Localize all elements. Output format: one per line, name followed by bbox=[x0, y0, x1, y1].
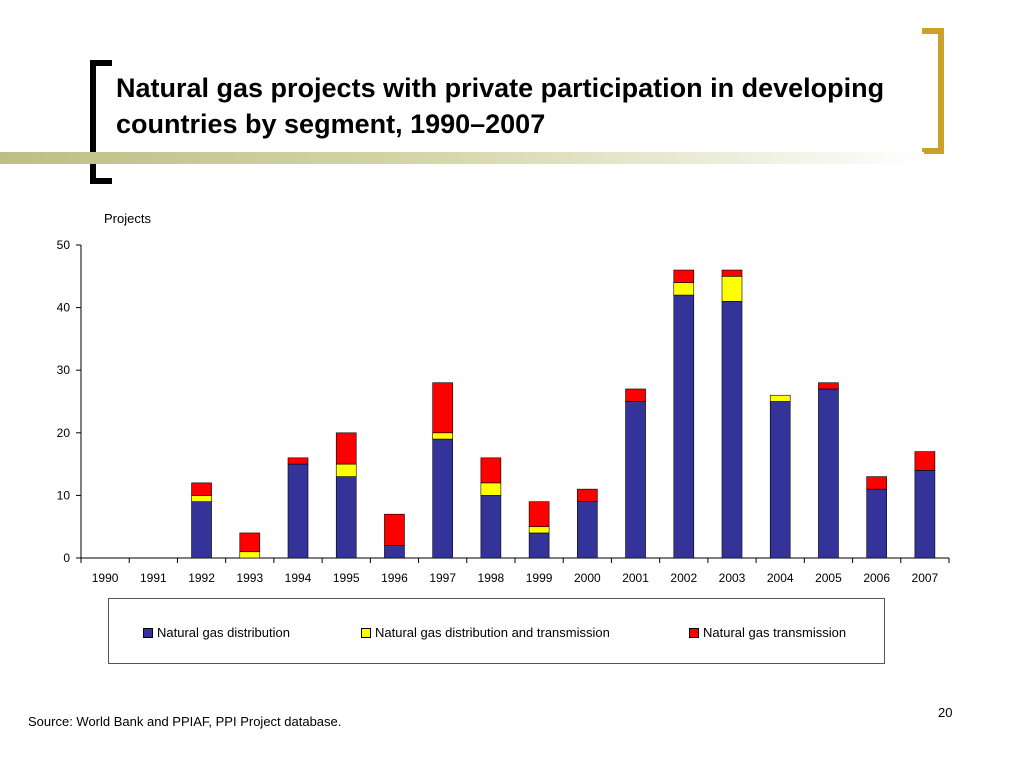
bar-segment bbox=[384, 545, 405, 559]
legend-item-distribution: Natural gas distribution bbox=[143, 625, 290, 640]
x-tick-label: 1991 bbox=[140, 571, 167, 585]
bar-segment bbox=[818, 382, 839, 390]
bar-segment bbox=[480, 457, 502, 484]
bar-segment bbox=[480, 482, 502, 496]
bar-segment bbox=[866, 488, 887, 559]
x-tick-label: 1998 bbox=[478, 571, 505, 585]
bar-segment bbox=[721, 301, 743, 559]
x-tick-label: 1999 bbox=[526, 571, 553, 585]
bar-segment bbox=[721, 269, 743, 277]
x-tick-label: 1994 bbox=[285, 571, 312, 585]
bar-segment bbox=[673, 269, 695, 283]
legend-label-distribution: Natural gas distribution bbox=[157, 625, 290, 640]
x-tick-label: 1997 bbox=[429, 571, 456, 585]
x-tick-label: 1996 bbox=[381, 571, 408, 585]
bar-segment bbox=[432, 438, 453, 559]
x-tick-label: 2006 bbox=[863, 571, 890, 585]
legend-swatch-distribution bbox=[143, 627, 153, 638]
x-tick-label: 1993 bbox=[236, 571, 263, 585]
y-tick-label: 50 bbox=[57, 238, 71, 252]
legend-item-dist-transmission: Natural gas distribution and transmissio… bbox=[361, 625, 610, 640]
legend-swatch-dist-transmission bbox=[361, 627, 371, 638]
bar-segment bbox=[673, 294, 695, 559]
bar-segment bbox=[239, 532, 261, 553]
legend-item-transmission: Natural gas transmission bbox=[689, 625, 846, 640]
bar-segment bbox=[577, 501, 598, 559]
bar-segment bbox=[577, 488, 598, 502]
bar-segment bbox=[769, 401, 791, 559]
bar-segment bbox=[287, 457, 309, 465]
bar-segment bbox=[191, 482, 212, 496]
slide-title: Natural gas projects with private partic… bbox=[116, 73, 885, 139]
bar-segment bbox=[528, 501, 550, 528]
chart-legend: Natural gas distribution Natural gas dis… bbox=[108, 598, 885, 664]
legend-label-transmission: Natural gas transmission bbox=[703, 625, 847, 640]
y-tick-label: 30 bbox=[57, 363, 71, 377]
bar-segment bbox=[191, 495, 212, 502]
x-tick-label: 1995 bbox=[333, 571, 360, 585]
stacked-bar-chart: Projects 0 10 20 30 40 50 1990 1991 1992 1993 1994… bbox=[57, 211, 950, 585]
bar-segment bbox=[866, 476, 887, 490]
bar-segment bbox=[384, 513, 405, 546]
bar-segment bbox=[673, 282, 695, 296]
x-tick-label: 2001 bbox=[622, 571, 649, 585]
page-number: 20 bbox=[938, 705, 953, 720]
bar-segment bbox=[335, 476, 357, 559]
bar-segment bbox=[625, 401, 646, 559]
bar-segment bbox=[914, 451, 936, 471]
bar-segment bbox=[480, 495, 502, 559]
bar-segment bbox=[914, 470, 936, 559]
x-tick-label: 1990 bbox=[92, 571, 119, 585]
bar-segment bbox=[528, 532, 550, 559]
y-tick-label: 0 bbox=[63, 551, 70, 565]
y-axis-label: Projects bbox=[104, 211, 151, 226]
x-tick-label: 2005 bbox=[815, 571, 842, 585]
bar-segment bbox=[335, 463, 357, 477]
y-tick-label: 20 bbox=[57, 426, 71, 440]
bar-segment bbox=[239, 551, 261, 559]
bar-segment bbox=[335, 432, 357, 465]
y-tick-label: 10 bbox=[57, 488, 71, 502]
bar-segment bbox=[191, 501, 212, 559]
x-tick-label: 1992 bbox=[188, 571, 215, 585]
bar-segment bbox=[625, 388, 646, 402]
bar-segment bbox=[528, 526, 550, 534]
legend-label-dist-transmission: Natural gas distribution and transmissio… bbox=[375, 625, 610, 640]
bar-segment bbox=[432, 432, 453, 440]
right-bracket-decoration bbox=[922, 28, 944, 154]
title-underline-decoration bbox=[0, 152, 924, 164]
x-tick-label: 2004 bbox=[767, 571, 794, 585]
bar-segment bbox=[818, 388, 839, 559]
bar-segment bbox=[432, 382, 453, 434]
x-tick-label: 2007 bbox=[912, 571, 939, 585]
x-tick-label: 2000 bbox=[574, 571, 601, 585]
bar-segment bbox=[287, 463, 309, 559]
legend-swatch-transmission bbox=[689, 627, 699, 638]
y-tick-label: 40 bbox=[57, 301, 71, 315]
x-tick-label: 2002 bbox=[670, 571, 697, 585]
bar-segment bbox=[721, 276, 743, 302]
bar-segment bbox=[769, 394, 791, 402]
x-tick-label: 2003 bbox=[719, 571, 746, 585]
left-bracket-decoration bbox=[90, 60, 112, 184]
source-note: Source: World Bank and PPIAF, PPI Projec… bbox=[28, 714, 342, 729]
